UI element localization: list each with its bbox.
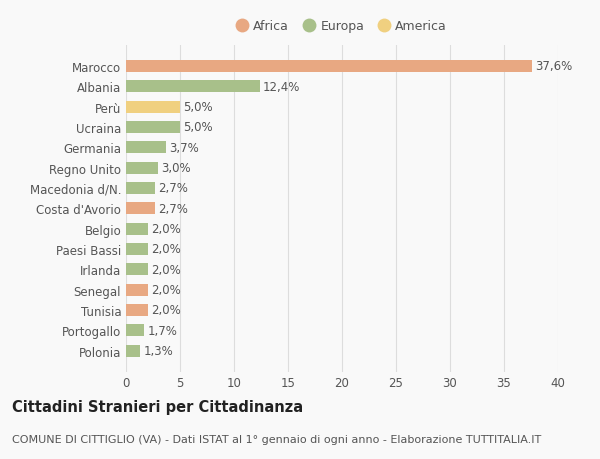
Text: 2,0%: 2,0%: [151, 223, 181, 235]
Bar: [126, 243, 148, 256]
Text: 2,0%: 2,0%: [151, 263, 181, 276]
Bar: [126, 304, 148, 316]
Bar: [126, 183, 155, 195]
Text: Cittadini Stranieri per Cittadinanza: Cittadini Stranieri per Cittadinanza: [12, 399, 303, 414]
Text: 2,0%: 2,0%: [151, 284, 181, 297]
Text: 2,0%: 2,0%: [151, 243, 181, 256]
Bar: [126, 101, 180, 113]
Bar: [126, 203, 155, 215]
Text: 37,6%: 37,6%: [535, 60, 572, 73]
Bar: [126, 263, 148, 276]
Bar: [126, 345, 140, 357]
Bar: [126, 162, 158, 174]
Text: 1,7%: 1,7%: [148, 324, 178, 337]
Legend: Africa, Europa, America: Africa, Europa, America: [233, 16, 451, 37]
Bar: [126, 284, 148, 296]
Bar: [126, 122, 180, 134]
Text: 2,0%: 2,0%: [151, 304, 181, 317]
Bar: [126, 223, 148, 235]
Bar: [126, 142, 166, 154]
Bar: [126, 81, 260, 93]
Text: 3,0%: 3,0%: [161, 162, 191, 175]
Text: 1,3%: 1,3%: [143, 344, 173, 358]
Text: 3,7%: 3,7%: [169, 141, 199, 155]
Text: 12,4%: 12,4%: [263, 81, 301, 94]
Text: 2,7%: 2,7%: [158, 182, 188, 195]
Text: COMUNE DI CITTIGLIO (VA) - Dati ISTAT al 1° gennaio di ogni anno - Elaborazione : COMUNE DI CITTIGLIO (VA) - Dati ISTAT al…: [12, 434, 541, 444]
Text: 5,0%: 5,0%: [183, 101, 213, 114]
Text: 2,7%: 2,7%: [158, 202, 188, 215]
Bar: [126, 61, 532, 73]
Text: 5,0%: 5,0%: [183, 121, 213, 134]
Bar: [126, 325, 145, 337]
